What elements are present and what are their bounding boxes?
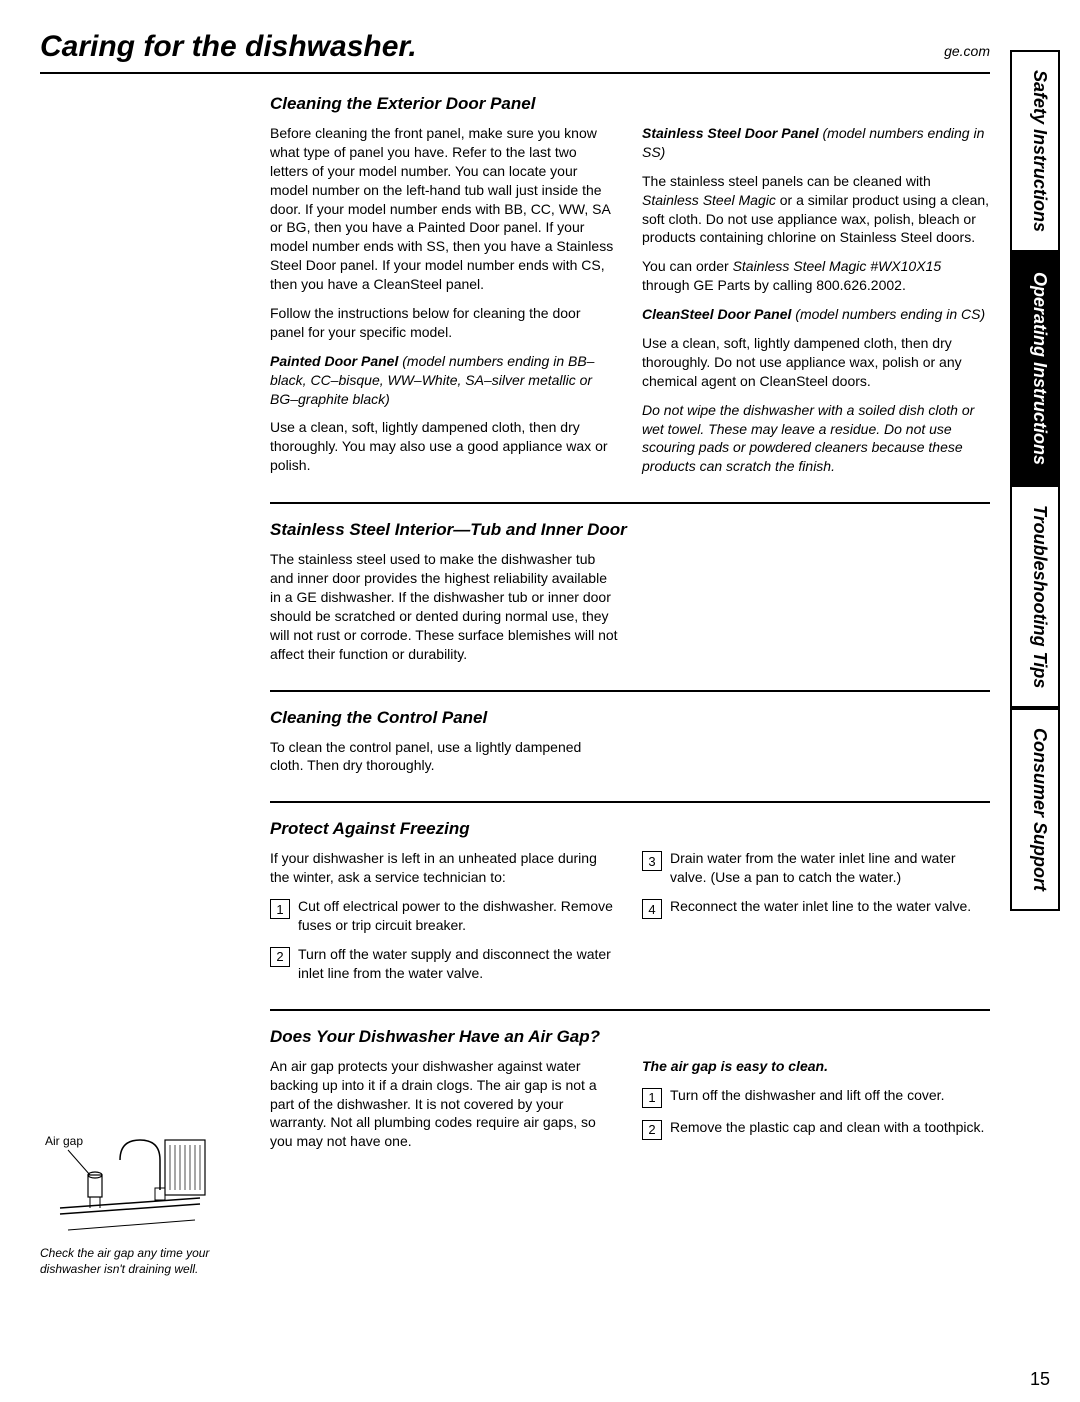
freeze-step-2: 2 Turn off the water supply and disconne… <box>270 945 618 983</box>
exterior-p2: Follow the instructions below for cleani… <box>270 304 618 342</box>
section-exterior: Cleaning the Exterior Door Panel Before … <box>270 94 990 504</box>
stainless-label-line: Stainless Steel Door Panel (model number… <box>642 124 990 162</box>
section-airgap-title: Does Your Dishwasher Have an Air Gap? <box>270 1027 990 1047</box>
exterior-p3: Use a clean, soft, lightly dampened clot… <box>270 418 618 475</box>
section-exterior-title: Cleaning the Exterior Door Panel <box>270 94 990 114</box>
section-airgap: Does Your Dishwasher Have an Air Gap? An… <box>270 1027 990 1177</box>
num-box-a1: 1 <box>642 1088 662 1108</box>
num-box-4: 4 <box>642 899 662 919</box>
tab-troubleshooting[interactable]: Troubleshooting Tips <box>1010 485 1060 708</box>
airgap-h2: The air gap is easy to clean. <box>642 1057 990 1076</box>
page-title: Caring for the dishwasher. ge.com <box>40 30 990 74</box>
airgap-step-2-text: Remove the plastic cap and clean with a … <box>670 1118 990 1140</box>
air-gap-figure: Air gap Check the air gap any time your … <box>40 1130 250 1277</box>
num-box-2: 2 <box>270 947 290 967</box>
exterior-warning: Do not wipe the dishwasher with a soiled… <box>642 401 990 477</box>
painted-label: Painted Door Panel <box>270 353 398 369</box>
tab-consumer[interactable]: Consumer Support <box>1010 708 1060 911</box>
tab-operating[interactable]: Operating Instructions <box>1010 252 1060 485</box>
airgap-step-1-text: Turn off the dishwasher and lift off the… <box>670 1086 990 1108</box>
tab-safety[interactable]: Safety Instructions <box>1010 50 1060 252</box>
section-interior-title: Stainless Steel Interior—Tub and Inner D… <box>270 520 990 540</box>
control-p1: To clean the control panel, use a lightl… <box>270 738 618 776</box>
section-interior: Stainless Steel Interior—Tub and Inner D… <box>270 520 990 691</box>
stainless-r1: The stainless steel panels can be cleane… <box>642 172 990 248</box>
interior-p1: The stainless steel used to make the dis… <box>270 550 618 663</box>
air-gap-label: Air gap <box>45 1134 83 1148</box>
title-text: Caring for the dishwasher. <box>40 30 417 64</box>
clean-suffix: (model numbers ending in CS) <box>791 306 985 322</box>
page-number: 15 <box>1030 1369 1050 1390</box>
sidebar-tabs: Safety Instructions Operating Instructio… <box>1010 30 1060 1382</box>
clean-label-line: CleanSteel Door Panel (model numbers end… <box>642 305 990 324</box>
section-freezing-title: Protect Against Freezing <box>270 819 990 839</box>
freeze-step-4-text: Reconnect the water inlet line to the wa… <box>670 897 990 919</box>
airgap-step-2: 2 Remove the plastic cap and clean with … <box>642 1118 990 1140</box>
num-box-3: 3 <box>642 851 662 871</box>
exterior-p1: Before cleaning the front panel, make su… <box>270 124 618 294</box>
freeze-step-2-text: Turn off the water supply and disconnect… <box>298 945 618 983</box>
airgap-p1: An air gap protects your dishwasher agai… <box>270 1057 618 1151</box>
stainless-r2: You can order Stainless Steel Magic #WX1… <box>642 257 990 295</box>
url-text: ge.com <box>944 43 990 59</box>
figure-caption: Check the air gap any time your dishwash… <box>40 1246 250 1277</box>
air-gap-diagram: Air gap <box>40 1130 240 1240</box>
airgap-step-1: 1 Turn off the dishwasher and lift off t… <box>642 1086 990 1108</box>
freeze-step-1: 1 Cut off electrical power to the dishwa… <box>270 897 618 935</box>
section-control: Cleaning the Control Panel To clean the … <box>270 708 990 804</box>
freeze-step-4: 4 Reconnect the water inlet line to the … <box>642 897 990 919</box>
num-box-1: 1 <box>270 899 290 919</box>
num-box-a2: 2 <box>642 1120 662 1140</box>
freeze-step-1-text: Cut off electrical power to the dishwash… <box>298 897 618 935</box>
stainless-label: Stainless Steel Door Panel <box>642 125 819 141</box>
clean-r3: Use a clean, soft, lightly dampened clot… <box>642 334 990 391</box>
section-control-title: Cleaning the Control Panel <box>270 708 990 728</box>
clean-label: CleanSteel Door Panel <box>642 306 791 322</box>
freeze-step-3: 3 Drain water from the water inlet line … <box>642 849 990 887</box>
freezing-intro: If your dishwasher is left in an unheate… <box>270 849 618 887</box>
freeze-step-3-text: Drain water from the water inlet line an… <box>670 849 990 887</box>
painted-label-line: Painted Door Panel (model numbers ending… <box>270 352 618 409</box>
section-freezing: Protect Against Freezing If your dishwas… <box>270 819 990 1010</box>
